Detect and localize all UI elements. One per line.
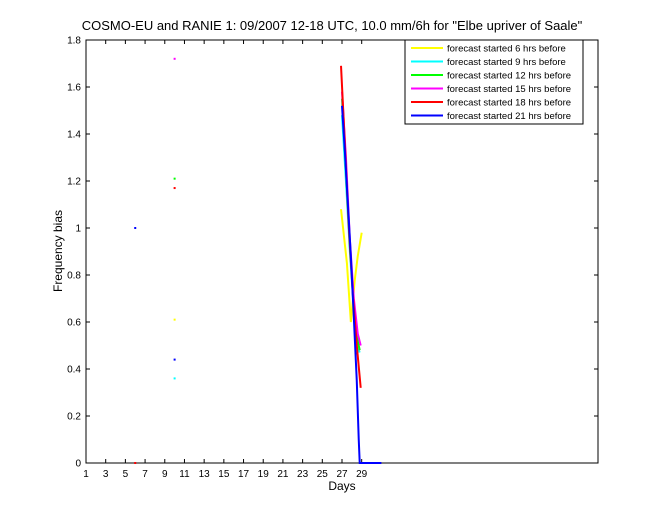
y-tick-label: 1.6: [67, 83, 81, 94]
x-tick-label: 19: [258, 469, 270, 480]
series-0-point: [173, 318, 176, 321]
x-tick-label: 29: [356, 469, 368, 480]
legend: forecast started 6 hrs before forecast st…: [404, 39, 584, 125]
x-tick-label: 21: [277, 469, 289, 480]
x-tick-label: 3: [103, 469, 109, 480]
legend-entry: forecast started 12 hrs before: [447, 71, 571, 82]
y-tick-label: 0: [75, 459, 81, 470]
x-tick-label: 13: [199, 469, 211, 480]
y-tick-label: 0.6: [67, 318, 81, 329]
y-tick-label: 0.4: [67, 365, 81, 376]
legend-box: [404, 39, 584, 125]
y-tick-label: 1.2: [67, 177, 81, 188]
x-tick-label: 27: [336, 469, 348, 480]
legend-entry: forecast started 9 hrs before: [447, 57, 566, 68]
y-tick-label: 0.8: [67, 271, 81, 282]
series-5-line: [341, 105, 382, 464]
legend-entry: forecast started 18 hrs before: [447, 98, 571, 109]
series-4-point: [134, 462, 137, 464]
y-tick-label: 0.2: [67, 412, 81, 423]
legend-entry: forecast started 21 hrs before: [447, 111, 571, 122]
axis-ticks: 1 3 5 7 9 11 13 15 17 19 21 23 25 27 2900.20.40.60.811…: [67, 36, 598, 480]
x-tick-label: 9: [162, 469, 168, 480]
series-1-point: [173, 377, 176, 380]
y-tick-label: 1.8: [67, 36, 81, 47]
x-tick-label: 15: [218, 469, 230, 480]
series-3-point: [173, 57, 176, 60]
x-tick-label: 25: [317, 469, 329, 480]
x-tick-label: 1: [83, 469, 89, 480]
legend-entry: forecast started 6 hrs before: [447, 44, 566, 55]
series-2-point: [173, 177, 176, 180]
y-axis-label: Frequency bias: [51, 210, 65, 292]
data-layer: [134, 57, 382, 464]
y-tick-label: 1: [75, 224, 81, 235]
x-tick-label: 7: [142, 469, 148, 480]
chart-title: COSMO-EU and RANIE 1: 09/2007 12-18 UTC,…: [82, 18, 583, 33]
series-5-point: [173, 358, 176, 361]
y-tick-label: 1.4: [67, 130, 81, 141]
legend-entry: forecast started 15 hrs before: [447, 84, 571, 95]
series-4-point: [173, 187, 176, 190]
series-5-point: [134, 227, 137, 229]
x-tick-label: 17: [238, 469, 250, 480]
x-tick-label: 23: [297, 469, 309, 480]
x-tick-label: 11: [179, 469, 190, 480]
x-tick-label: 5: [123, 469, 129, 480]
x-axis-label: Days: [328, 479, 355, 493]
